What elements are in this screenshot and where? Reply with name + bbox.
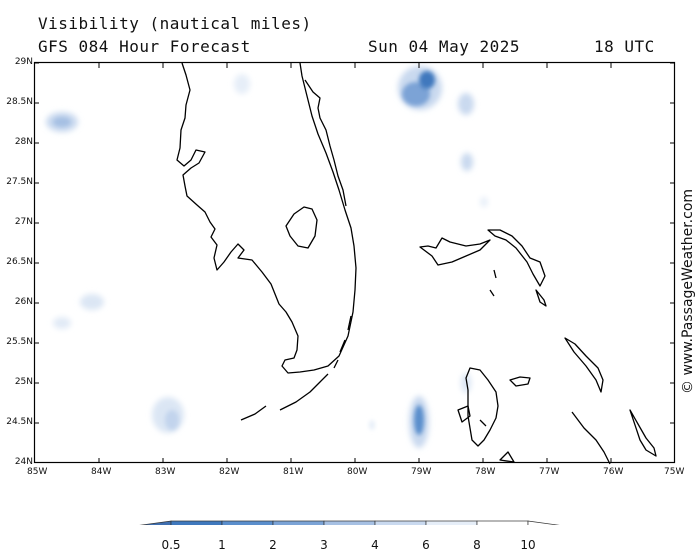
lon-ticks — [98, 63, 612, 463]
lat-label: 27N — [14, 217, 33, 227]
lat-label: 24N — [14, 457, 33, 467]
lon-label: 84W — [91, 467, 112, 477]
lon-label: 76W — [603, 467, 624, 477]
forecast-time: 18 UTC — [594, 37, 655, 56]
lat-label: 26.5N — [6, 257, 33, 267]
colorbar-high-end — [527, 520, 560, 525]
andros-island — [465, 367, 499, 447]
lat-label: 26N — [14, 297, 33, 307]
colorbar-low-end — [139, 520, 172, 525]
credit-text: © www.PassageWeather.com — [680, 189, 696, 394]
lat-label: 27.5N — [6, 177, 33, 187]
abaco — [487, 229, 546, 287]
lat-ticks — [34, 62, 675, 424]
colorbar-label: 1 — [218, 538, 226, 552]
lat-label: 28N — [14, 137, 33, 147]
visibility-map — [33, 61, 676, 525]
map-variable-title: Visibility (nautical miles) — [38, 14, 312, 33]
exuma-south — [499, 451, 515, 463]
colorbar-label: 8 — [473, 538, 481, 552]
colorbar-label: 0.5 — [161, 538, 181, 552]
colorbar-label: 4 — [371, 538, 379, 552]
lon-label: 81W — [283, 467, 304, 477]
florida-coastline — [176, 62, 357, 374]
eleuthera — [564, 337, 604, 393]
map-frame — [33, 61, 676, 464]
lon-label: 85W — [27, 467, 48, 477]
coastlines — [176, 62, 657, 465]
lon-label: 79W — [411, 467, 432, 477]
lon-label: 83W — [155, 467, 176, 477]
colorbar-label: 3 — [320, 538, 328, 552]
lat-label: 24.5N — [6, 417, 33, 427]
new-providence — [509, 376, 531, 387]
florida-cape-canaveral — [304, 79, 347, 207]
forecast-model-label: GFS 084 Hour Forecast — [38, 37, 251, 56]
forecast-date: Sun 04 May 2025 — [368, 37, 520, 56]
exuma-cays — [571, 411, 611, 465]
andros-north — [457, 405, 471, 423]
lon-label: 80W — [347, 467, 368, 477]
lat-label: 29N — [14, 57, 33, 67]
colorbar-label: 6 — [422, 538, 430, 552]
lat-label: 28.5N — [6, 97, 33, 107]
lake-okeechobee — [285, 206, 318, 249]
bimini-islands — [479, 269, 497, 427]
lon-label: 78W — [475, 467, 496, 477]
visibility-colorbar — [139, 520, 560, 525]
lon-label: 82W — [219, 467, 240, 477]
colorbar-label: 2 — [269, 538, 277, 552]
site-credit: © www.PassageWeather.com — [680, 189, 696, 394]
grand-bahama — [419, 237, 491, 266]
lon-label: 75W — [664, 467, 685, 477]
abaco-south — [535, 289, 547, 307]
florida-keys — [240, 315, 352, 421]
lon-label: 77W — [539, 467, 560, 477]
lat-label: 25.5N — [6, 337, 33, 347]
lat-label: 25N — [14, 377, 33, 387]
visibility-shading — [46, 66, 488, 448]
colorbar-label: 10 — [520, 538, 536, 552]
cat-island — [629, 409, 657, 457]
